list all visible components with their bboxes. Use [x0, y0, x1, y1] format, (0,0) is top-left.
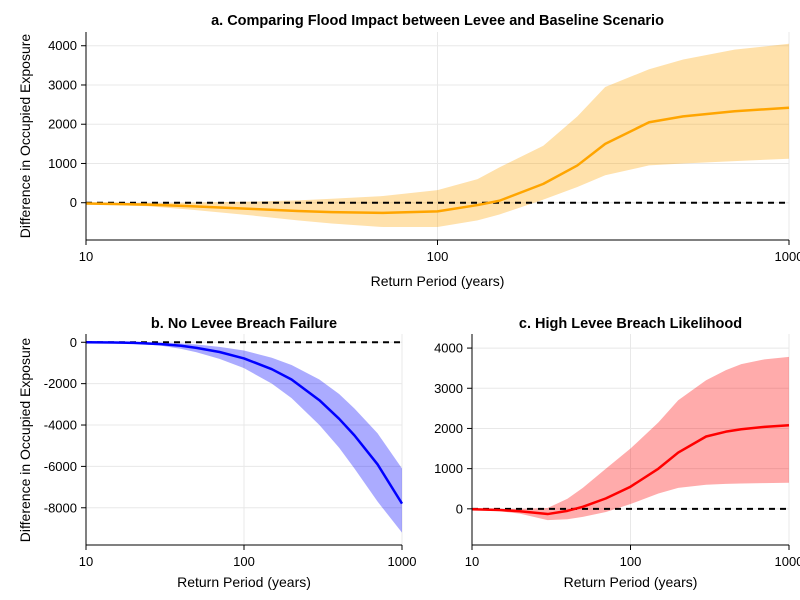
panel-b: 0 -2000 -4000 -6000 -8000 10 100 1000 b. No Leve…	[17, 316, 416, 590]
x-tick-label: 1000	[775, 249, 800, 264]
y-tick-label: -8000	[44, 500, 77, 515]
panel-title: a. Comparing Flood Impact between Levee …	[211, 13, 664, 29]
y-tick-label: 0	[456, 501, 463, 516]
y-tick-label: 1000	[434, 461, 463, 476]
uncertainty-band	[86, 342, 402, 533]
x-tick-label: 10	[79, 249, 93, 264]
median-line	[85, 341, 404, 505]
y-axis-label: Difference in Occupied Exposure	[17, 34, 33, 239]
x-axis-label: Return Period (years)	[177, 574, 311, 590]
panel-title: b. No Levee Breach Failure	[151, 316, 337, 332]
y-axis-label: Difference in Occupied Exposure	[17, 338, 33, 543]
x-tick-label: 100	[427, 249, 449, 264]
y-tick-label: 4000	[48, 38, 77, 53]
x-tick-label: 100	[233, 554, 255, 569]
x-axis-label: Return Period (years)	[371, 273, 505, 289]
x-tick-label: 10	[465, 554, 479, 569]
y-tick-label: -4000	[44, 418, 77, 433]
y-tick-label: 2000	[48, 117, 77, 132]
panel-title: c. High Levee Breach Likelihood	[519, 316, 742, 332]
x-tick-label: 1000	[775, 554, 800, 569]
y-tick-label: 4000	[434, 341, 463, 356]
x-tick-label: 10	[79, 554, 93, 569]
median-line	[471, 423, 790, 516]
y-tick-label: -6000	[44, 459, 77, 474]
uncertainty-band	[86, 43, 789, 228]
y-tick-label: 1000	[48, 156, 77, 171]
uncertainty-band	[472, 356, 789, 521]
panel-a: 0 1000 2000 3000 4000 10 100 1000 a. Comparing F…	[17, 13, 800, 289]
y-tick-label: 0	[70, 195, 77, 210]
y-tick-label: -2000	[44, 376, 77, 391]
x-tick-label: 100	[620, 554, 642, 569]
median-line	[85, 106, 790, 215]
y-tick-label: 2000	[434, 421, 463, 436]
x-tick-label: 1000	[388, 554, 417, 569]
x-axis-label: Return Period (years)	[564, 574, 698, 590]
panel-c: 0 1000 2000 3000 4000 10 100 1000 c. High Levee …	[434, 316, 800, 590]
y-tick-label: 3000	[48, 77, 77, 92]
y-tick-label: 0	[70, 335, 77, 350]
y-tick-label: 3000	[434, 381, 463, 396]
